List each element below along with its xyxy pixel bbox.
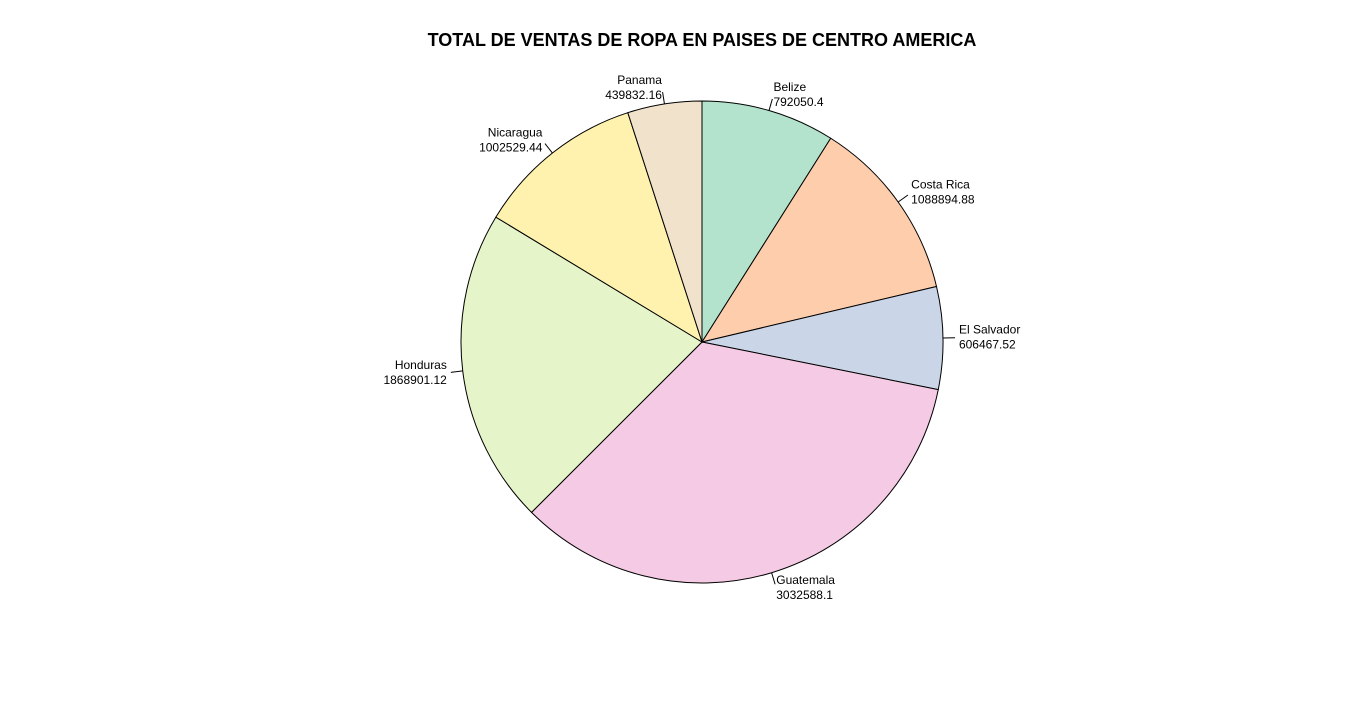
chart-title: TOTAL DE VENTAS DE ROPA EN PAISES DE CEN… xyxy=(0,30,1366,51)
pie-label-value: 1868901.12 xyxy=(383,373,447,387)
pie-label-name: El Salvador xyxy=(959,323,1020,337)
pie-tick-guatemala xyxy=(772,573,775,584)
pie-label-value: 439832.16 xyxy=(605,88,662,102)
pie-label-value: 3032588.1 xyxy=(776,588,833,602)
pie-label-value: 1002529.44 xyxy=(479,140,543,154)
pie-label-value: 606467.52 xyxy=(959,338,1016,352)
pie-label-value: 792050.4 xyxy=(773,95,823,109)
pie-tick-nicaragua xyxy=(545,144,552,153)
pie-label-name: Costa Rica xyxy=(911,178,970,192)
pie-tick-panama xyxy=(663,92,665,104)
pie-label-name: Guatemala xyxy=(776,573,835,587)
pie-label-name: Honduras xyxy=(395,358,447,372)
pie-label-name: Panama xyxy=(617,73,662,87)
pie-tick-belize xyxy=(769,99,772,111)
pie-tick-honduras xyxy=(451,371,463,372)
pie-label-name: Nicaragua xyxy=(488,125,543,139)
pie-label-value: 1088894.88 xyxy=(911,193,975,207)
pie-tick-costa-rica xyxy=(898,195,908,202)
pie-label-name: Belize xyxy=(773,80,806,94)
